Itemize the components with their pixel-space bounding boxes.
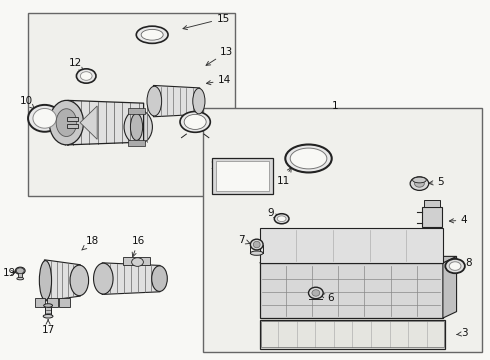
Ellipse shape — [56, 109, 76, 136]
Bar — [35, 298, 46, 307]
Ellipse shape — [445, 259, 465, 273]
Bar — [18, 271, 22, 279]
Bar — [422, 207, 442, 226]
Ellipse shape — [413, 177, 426, 183]
Text: 7: 7 — [238, 235, 250, 245]
Circle shape — [16, 268, 24, 274]
Ellipse shape — [39, 261, 51, 300]
Ellipse shape — [274, 214, 289, 224]
Ellipse shape — [152, 266, 167, 292]
Ellipse shape — [49, 100, 83, 145]
Ellipse shape — [312, 290, 320, 296]
Ellipse shape — [415, 180, 424, 187]
Ellipse shape — [17, 277, 24, 280]
Bar — [47, 298, 58, 307]
Bar — [123, 257, 150, 265]
Text: 18: 18 — [82, 236, 99, 250]
Text: 6: 6 — [320, 293, 334, 303]
Text: 17: 17 — [42, 320, 55, 335]
Ellipse shape — [130, 113, 143, 140]
Ellipse shape — [193, 88, 205, 114]
Text: 1: 1 — [332, 102, 339, 112]
Text: 4: 4 — [449, 215, 467, 225]
Polygon shape — [68, 100, 144, 145]
Ellipse shape — [28, 105, 61, 132]
Ellipse shape — [33, 108, 56, 128]
Circle shape — [80, 72, 92, 80]
Ellipse shape — [147, 86, 162, 116]
Bar — [128, 108, 146, 114]
Ellipse shape — [277, 216, 286, 222]
Text: 14: 14 — [206, 75, 231, 85]
Bar — [45, 306, 51, 316]
Polygon shape — [80, 106, 97, 139]
Bar — [260, 263, 443, 318]
Text: 3: 3 — [457, 328, 468, 338]
Bar — [424, 200, 440, 207]
Bar — [260, 228, 443, 263]
Ellipse shape — [43, 315, 53, 318]
Polygon shape — [260, 256, 457, 263]
Bar — [261, 321, 444, 347]
Polygon shape — [153, 85, 200, 117]
Ellipse shape — [410, 177, 429, 190]
Polygon shape — [102, 263, 160, 294]
Text: 9: 9 — [267, 208, 278, 218]
Text: 8: 8 — [459, 258, 472, 268]
Text: 16: 16 — [132, 236, 145, 257]
Ellipse shape — [94, 263, 113, 294]
Ellipse shape — [285, 144, 332, 172]
Text: 2: 2 — [210, 161, 220, 177]
Bar — [59, 298, 70, 307]
Ellipse shape — [44, 304, 52, 307]
Circle shape — [76, 69, 96, 83]
Bar — [203, 108, 482, 352]
Ellipse shape — [141, 30, 163, 40]
Text: 13: 13 — [206, 47, 234, 66]
Bar — [212, 158, 273, 194]
Text: 11: 11 — [276, 168, 291, 186]
Polygon shape — [443, 256, 457, 318]
Bar — [260, 320, 445, 348]
Ellipse shape — [184, 114, 206, 130]
Ellipse shape — [250, 251, 263, 255]
Text: 12: 12 — [69, 58, 83, 72]
Ellipse shape — [124, 110, 152, 144]
Text: 15: 15 — [183, 14, 230, 30]
Ellipse shape — [70, 265, 89, 296]
Ellipse shape — [253, 241, 260, 248]
Bar — [128, 140, 146, 146]
Polygon shape — [45, 260, 80, 301]
Bar — [216, 161, 269, 191]
Circle shape — [132, 258, 144, 266]
Text: 10: 10 — [20, 96, 34, 109]
Ellipse shape — [250, 239, 263, 250]
Ellipse shape — [449, 262, 461, 270]
Ellipse shape — [180, 112, 210, 132]
Bar — [68, 125, 78, 128]
Bar — [27, 13, 235, 196]
Ellipse shape — [290, 148, 327, 169]
Bar — [68, 117, 78, 121]
Ellipse shape — [309, 287, 323, 299]
Text: 5: 5 — [429, 177, 444, 187]
Text: 19: 19 — [3, 267, 16, 278]
Ellipse shape — [136, 26, 168, 43]
Ellipse shape — [15, 267, 25, 274]
